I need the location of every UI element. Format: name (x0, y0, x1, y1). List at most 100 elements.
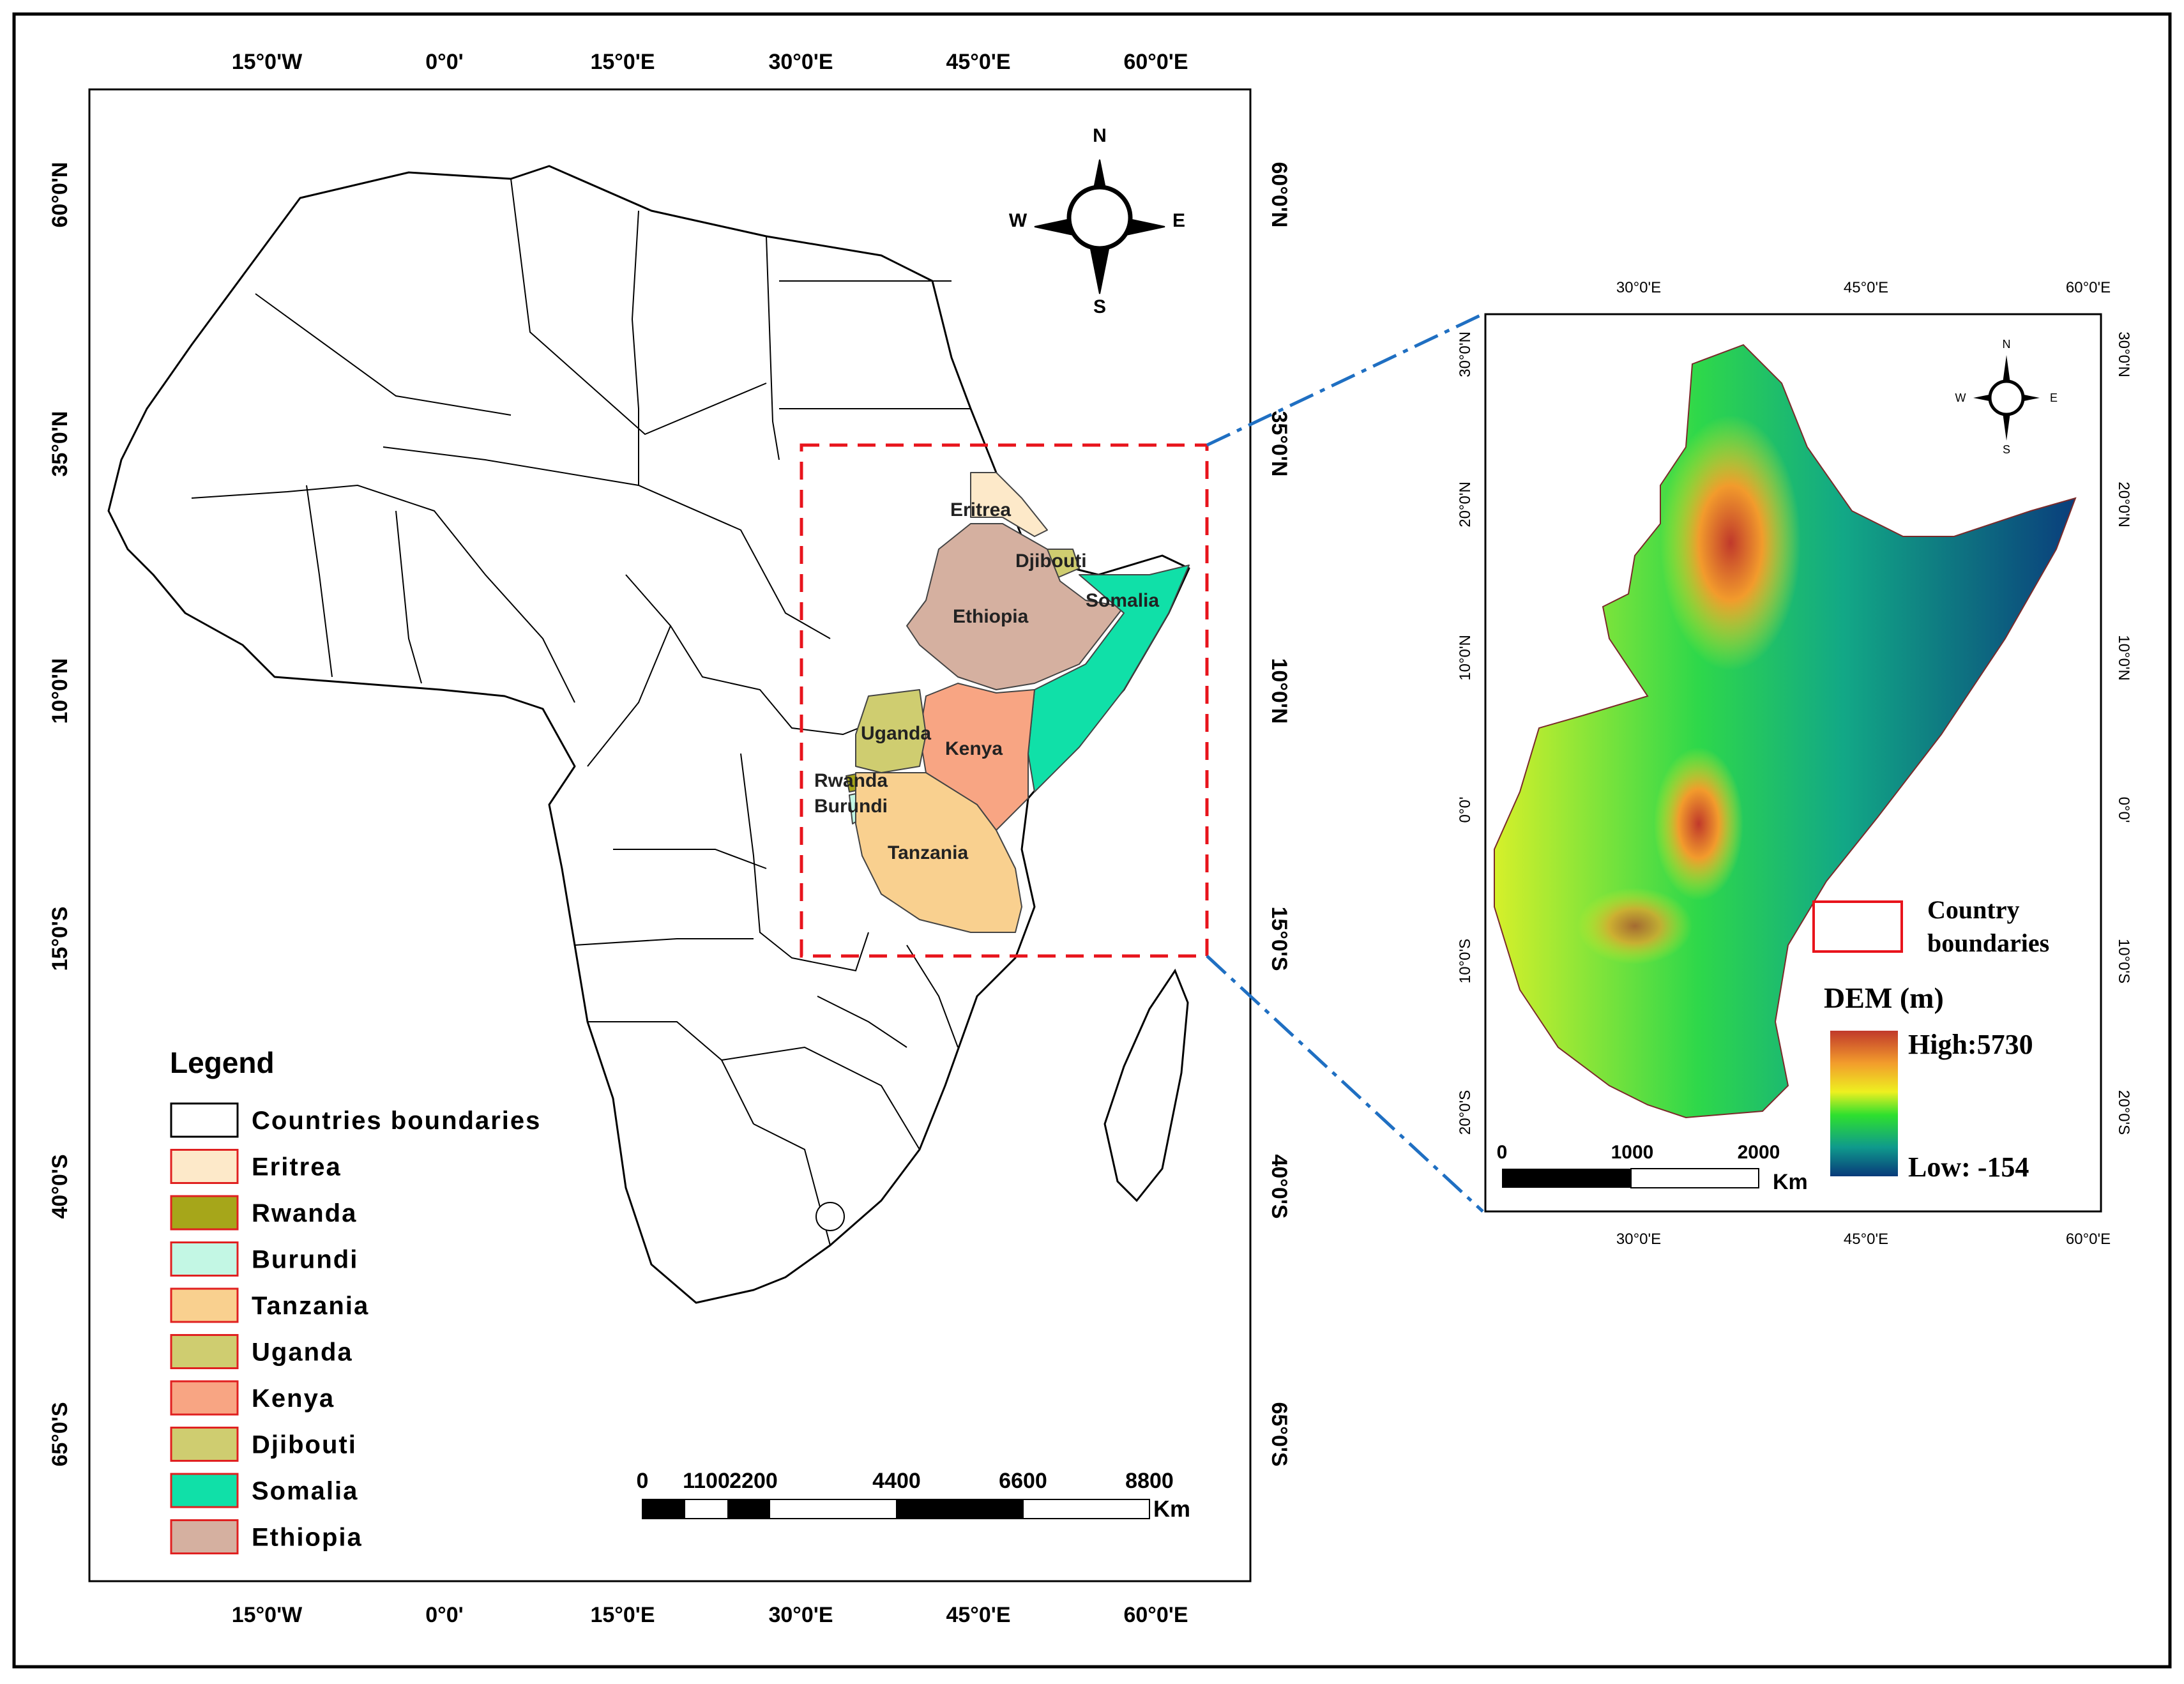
main-bottom-lon-label: 60°0'E (1123, 1603, 1188, 1627)
main-bottom-lon-label: 15°0'E (590, 1603, 655, 1627)
inset-north-arrow: N S W E (1955, 338, 2058, 456)
legend-swatch (170, 1241, 239, 1277)
legend: Legend Countries boundaries Eritrea Rwanda… (170, 1046, 541, 1554)
label-rwanda: Rwanda (814, 770, 888, 791)
main-top-lon-label: 15°0'W (232, 50, 303, 74)
main-right-lat-label: 15°0'S (1267, 906, 1291, 971)
compass-icon (1034, 159, 1165, 294)
label-uganda: Uganda (861, 723, 931, 744)
dem-color-ramp (1830, 1031, 1898, 1176)
main-scale-label: 8800 (1125, 1469, 1174, 1493)
inset-compass-e: E (2050, 391, 2058, 404)
legend-label: Djibouti (252, 1431, 357, 1459)
boundary-legend-label-1: Country (1927, 895, 2019, 924)
inset-right-lat-label: 30°0'N (2115, 331, 2132, 377)
country-labels: Eritrea Djibouti Somalia Ethiopia Uganda… (814, 499, 1159, 863)
main-scale-segment (1022, 1499, 1150, 1519)
dem-east-african-rift (1577, 888, 1692, 964)
main-left-lat-labels: 60°0'N 35°0'N 10°0'N 15°0'S 40°0'S 65°0'… (48, 162, 72, 1467)
legend-title: Legend (170, 1046, 275, 1079)
main-right-lat-label: 35°0'N (1267, 411, 1291, 477)
main-top-lon-labels: 15°0'W 0°0' 15°0'E 30°0'E 45°0'E 60°0'E (232, 50, 1188, 74)
compass-w: W (1009, 210, 1028, 231)
main-bottom-lon-label: 0°0' (425, 1603, 464, 1627)
compass-icon (1973, 355, 2040, 441)
main-scale-label: 1100 (683, 1469, 730, 1493)
legend-label: Countries boundaries (252, 1107, 541, 1135)
dem-high-label: High:5730 (1908, 1029, 2033, 1060)
inset-left-lat-label: 20°0'N (1457, 482, 1474, 527)
main-bottom-lon-label: 30°0'E (768, 1603, 833, 1627)
compass-n: N (1093, 125, 1107, 146)
inset-scale-label: 2000 (1738, 1142, 1780, 1163)
eritrea-shape (970, 472, 1048, 537)
main-left-lat-label: 60°0'N (48, 162, 72, 228)
main-bottom-lon-label: 45°0'E (946, 1603, 1010, 1627)
label-somalia: Somalia (1086, 590, 1159, 611)
lesotho (815, 1202, 845, 1231)
legend-label: Kenya (252, 1384, 335, 1413)
inset-right-lat-labels: 30°0'N 20°0'N 10°0'N 0°0' 10°0'S 20°0'S (2115, 331, 2132, 1135)
dem-title: DEM (m) (1824, 982, 1944, 1014)
inset-scale-seg-light (1630, 1168, 1759, 1188)
main-right-lat-label: 65°0'S (1267, 1402, 1291, 1466)
somalia-shape (1028, 565, 1190, 793)
legend-label: Eritrea (252, 1153, 342, 1181)
main-top-lon-label: 0°0' (425, 50, 464, 74)
legend-swatch (170, 1334, 239, 1369)
uganda-shape (855, 689, 927, 773)
legend-label: Rwanda (252, 1199, 357, 1227)
main-bottom-lon-label: 15°0'W (232, 1603, 303, 1627)
main-bottom-lon-labels: 15°0'W 0°0' 15°0'E 30°0'E 45°0'E 60°0'E (232, 1603, 1188, 1627)
label-kenya: Kenya (945, 738, 1003, 759)
legend-swatch (170, 1287, 239, 1323)
inset-scale-label: 1000 (1611, 1142, 1654, 1163)
tanzania-shape (855, 772, 1022, 933)
legend-swatch (170, 1473, 239, 1508)
inset-left-lat-label: 20°0'S (1457, 1090, 1474, 1135)
legend-swatch (170, 1380, 239, 1416)
label-burundi: Burundi (814, 796, 888, 817)
main-left-lat-label: 35°0'N (48, 411, 72, 477)
inset-bottom-lon-labels: 30°0'E 45°0'E 60°0'E (1616, 1231, 2111, 1248)
legend-swatch (170, 1427, 239, 1462)
main-left-lat-label: 40°0'S (48, 1154, 72, 1218)
main-north-arrow: N S W E (1009, 125, 1185, 317)
main-scale-segment (684, 1499, 729, 1519)
label-ethiopia: Ethiopia (953, 606, 1029, 627)
inset-right-lat-label: 20°0'S (2115, 1090, 2132, 1135)
inset-compass-s: S (2003, 443, 2010, 456)
inset-top-lon-label: 45°0'E (1844, 279, 1888, 296)
inset-scale-label: 0 (1497, 1142, 1508, 1163)
inset-top-lon-label: 30°0'E (1616, 279, 1661, 296)
main-right-lat-labels: 60°0'N 35°0'N 10°0'N 15°0'S 40°0'S 65°0'… (1267, 162, 1291, 1467)
main-right-lat-label: 60°0'N (1267, 162, 1291, 228)
main-scale-bar: 0 1100 2200 4400 6600 8800 Km (637, 1469, 1190, 1522)
inset-left-lat-label: 10°0'S (1457, 939, 1474, 983)
main-scale-segment (769, 1499, 897, 1519)
main-scale-segment (642, 1499, 685, 1519)
legend-label: Somalia (252, 1477, 358, 1505)
east-africa-highlight (846, 472, 1190, 933)
inset-scale-seg-dark (1502, 1169, 1631, 1188)
inset-compass-w: W (1955, 391, 1966, 404)
legend-label: Burundi (252, 1246, 358, 1274)
inset-right-lat-label: 10°0'N (2115, 635, 2132, 681)
boundary-legend-label-2: boundaries (1927, 929, 2049, 957)
main-top-lon-label: 45°0'E (946, 50, 1010, 74)
compass-e: E (1172, 210, 1185, 231)
boundary-legend-swatch (1812, 900, 1903, 953)
label-tanzania: Tanzania (888, 842, 968, 863)
inset-left-lat-label: 30°0'N (1457, 331, 1474, 377)
legend-swatch (170, 1195, 239, 1231)
main-scale-segment (896, 1499, 1024, 1519)
inset-bottom-lon-label: 60°0'E (2066, 1231, 2111, 1248)
main-left-lat-label: 15°0'S (48, 906, 72, 971)
main-right-lat-label: 40°0'S (1267, 1154, 1291, 1218)
main-scale-label: 4400 (872, 1469, 921, 1493)
legend-swatch (170, 1102, 239, 1138)
main-right-lat-label: 10°0'N (1267, 658, 1291, 724)
legend-swatch (170, 1149, 239, 1184)
legend-items: Countries boundaries Eritrea Rwanda Burundi… (170, 1102, 541, 1554)
